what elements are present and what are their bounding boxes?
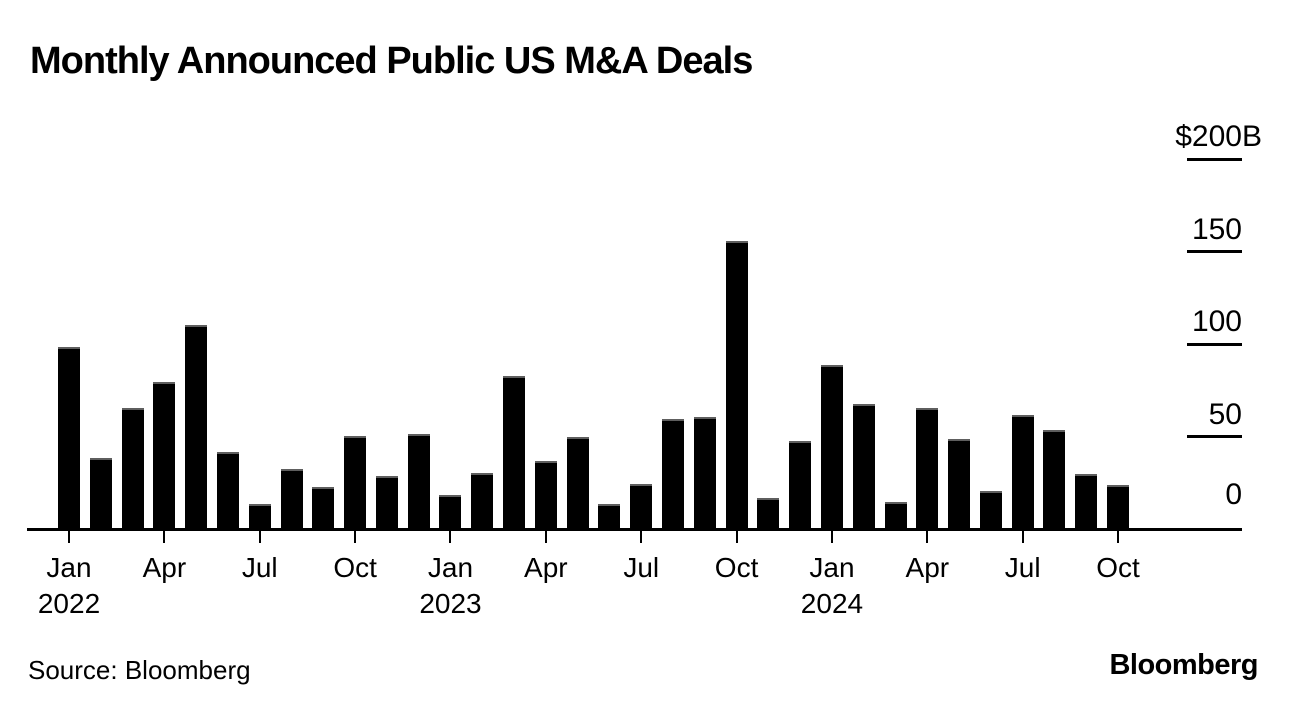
bar [725, 241, 748, 530]
bar [1075, 474, 1098, 530]
x-tick-label: Oct [333, 550, 377, 586]
x-tick-mark [640, 528, 643, 543]
x-month-label: Apr [524, 552, 568, 583]
x-month-label: Apr [142, 552, 187, 583]
y-tick-label: 50 [1209, 398, 1242, 431]
x-tick-label: Apr [524, 550, 568, 586]
bar [407, 433, 430, 530]
bar [280, 468, 303, 530]
bar [89, 457, 112, 530]
bar [1107, 485, 1130, 530]
y-tick-label: $200 B [1175, 120, 1262, 153]
x-month-label: Jul [241, 552, 278, 583]
bar [439, 494, 462, 530]
x-tick-label: Jan 2022 [38, 550, 100, 622]
bar [312, 487, 335, 530]
y-tick-label: 100 [1192, 305, 1242, 338]
x-tick-mark [735, 528, 738, 543]
y-tick-line [1187, 250, 1242, 253]
bar [757, 498, 780, 530]
x-tick-mark [830, 528, 833, 543]
x-tick-label: Jul [623, 550, 659, 586]
bar [216, 452, 239, 530]
x-month-label: Jul [623, 552, 660, 583]
bar [852, 404, 875, 530]
y-tick-value: 50 [1208, 397, 1242, 431]
x-tick-label: Jan 2023 [419, 550, 481, 622]
x-tick-label: Apr [906, 550, 950, 586]
bar [916, 407, 939, 530]
x-month-label: Oct [1096, 552, 1140, 583]
bloomberg-logo: Bloomberg [1109, 649, 1258, 681]
y-tick-line [1187, 435, 1242, 438]
x-month-label: Apr [905, 552, 950, 583]
x-tick-label: Oct [1096, 550, 1140, 586]
y-tick-value: 100 [1191, 305, 1242, 338]
x-tick-mark [1021, 528, 1024, 543]
y-tick-line [1187, 157, 1242, 161]
bar [153, 381, 176, 530]
bar [948, 439, 971, 530]
bar [534, 461, 557, 530]
bar [248, 503, 271, 530]
x-year-label: 2023 [419, 588, 482, 619]
bar [630, 483, 653, 530]
bar [503, 376, 526, 530]
x-month-label: Jul [1004, 552, 1041, 583]
source-note: Source: Bloomberg [28, 655, 251, 685]
bar [979, 491, 1002, 530]
x-tick-mark [1117, 528, 1120, 543]
x-month-label: Oct [333, 552, 377, 583]
chart-title: Monthly Announced Public US M&A Deals [30, 40, 753, 82]
bar [344, 435, 367, 530]
x-month-label: Jan [427, 552, 474, 583]
bar [820, 365, 843, 530]
bar [598, 503, 621, 530]
bar [58, 346, 80, 530]
bar [1011, 415, 1034, 530]
x-month-label: Jan [46, 552, 92, 583]
y-tick-value: 150 [1191, 212, 1242, 246]
x-year-label: 2022 [37, 588, 101, 619]
x-year-label: 2024 [800, 588, 864, 619]
bar [789, 441, 812, 530]
x-month-label: Oct [714, 552, 759, 583]
x-tick-mark [258, 528, 261, 543]
bar [1043, 429, 1066, 530]
y-unit-suffix: B [1242, 120, 1263, 153]
y-tick-label: 150 [1192, 213, 1242, 246]
x-tick-mark [449, 528, 452, 543]
x-tick-label: Jul [1005, 550, 1041, 586]
bar [662, 418, 684, 530]
x-tick-label: Jan 2024 [801, 550, 863, 622]
bar [375, 476, 398, 530]
x-tick-mark [163, 528, 166, 543]
x-tick-label: Oct [715, 550, 759, 586]
x-month-label: Jan [809, 552, 855, 583]
y-tick-value: $200 [1175, 120, 1242, 153]
x-tick-mark [354, 528, 357, 543]
bar [884, 502, 907, 530]
bar [693, 417, 716, 530]
x-tick-mark [926, 528, 929, 543]
y-tick-value: 0 [1225, 478, 1242, 511]
x-tick-label: Jul [242, 550, 278, 586]
y-tick-line [1187, 342, 1242, 346]
x-tick-label: Apr [143, 550, 187, 586]
y-tick-label: 0 [1225, 478, 1242, 511]
bar [566, 437, 589, 530]
bar [185, 324, 208, 530]
bar [121, 407, 144, 530]
bar [471, 472, 494, 530]
x-tick-mark [544, 528, 547, 543]
x-tick-mark [68, 528, 70, 543]
